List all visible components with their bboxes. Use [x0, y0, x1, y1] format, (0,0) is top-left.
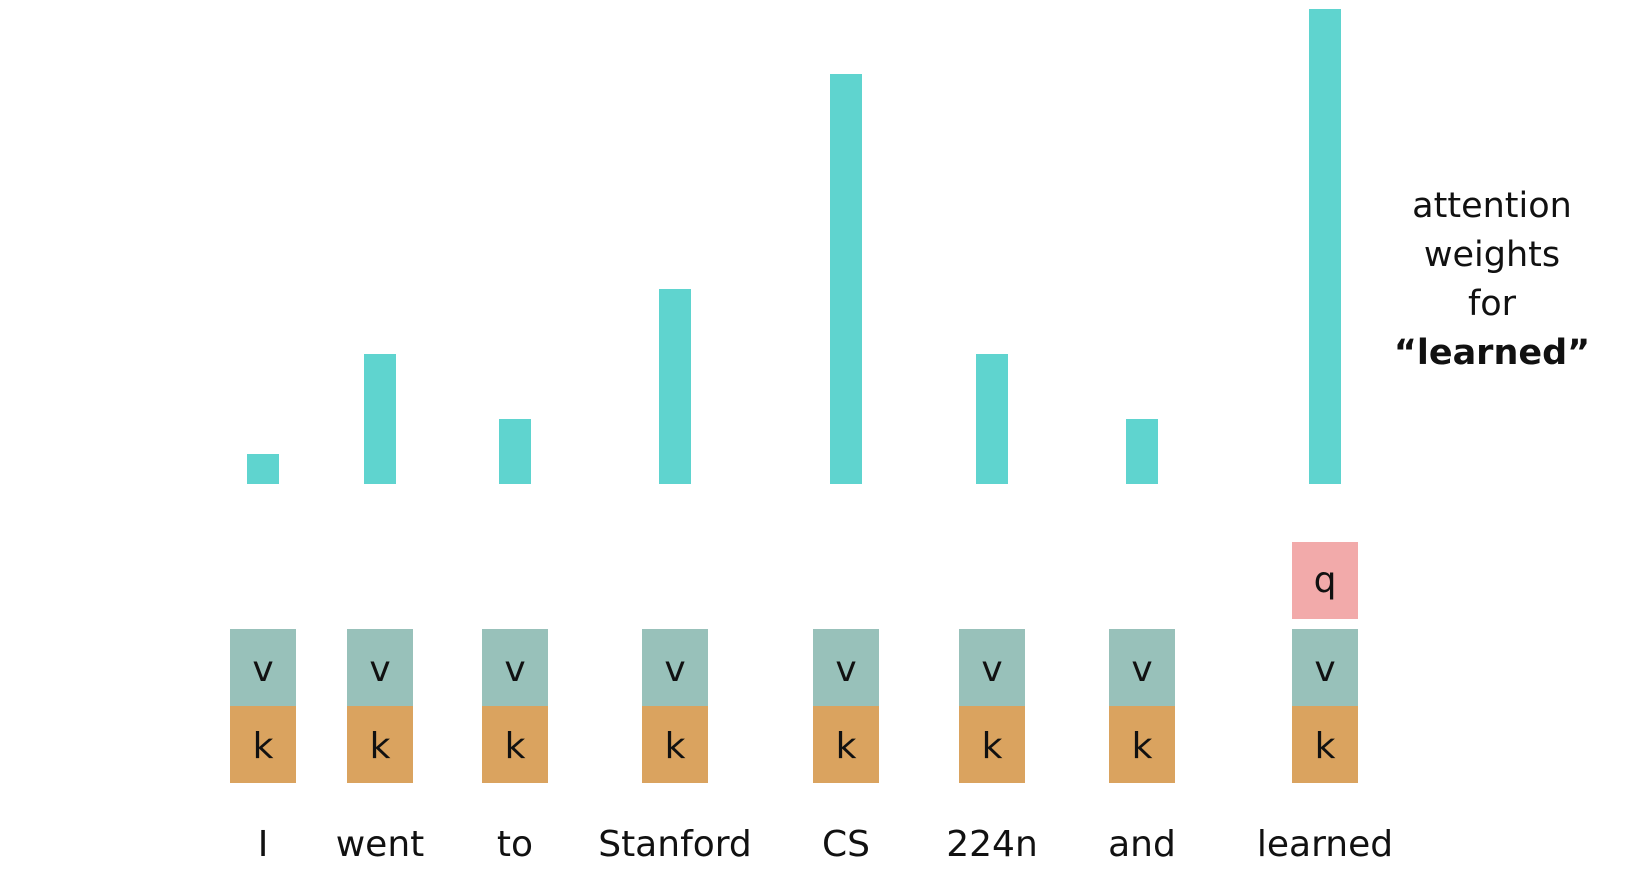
token-label: I	[258, 824, 269, 865]
attention-bar	[976, 354, 1008, 484]
value-box	[482, 629, 548, 706]
attention-bar	[364, 354, 396, 484]
key-box	[642, 706, 708, 783]
key-box-label: k	[370, 726, 391, 767]
annotation-line-learned: “learned”	[1394, 333, 1590, 373]
key-box-label: k	[1315, 726, 1336, 767]
key-box	[230, 706, 296, 783]
attention-bar	[1309, 9, 1341, 484]
token-label: and	[1108, 824, 1176, 865]
attention-bar	[830, 74, 862, 484]
annotation-line-weights: weights	[1424, 235, 1560, 275]
value-box-label: v	[664, 649, 685, 690]
value-box-label: v	[981, 649, 1002, 690]
value-box	[1292, 629, 1358, 706]
annotation-line-for: for	[1468, 284, 1517, 324]
value-box	[1109, 629, 1175, 706]
value-box-label: v	[835, 649, 856, 690]
value-box	[813, 629, 879, 706]
attention-bars	[247, 9, 1341, 484]
key-box-label: k	[505, 726, 526, 767]
value-box-label: v	[1314, 649, 1335, 690]
attention-bar	[1126, 419, 1158, 484]
query-box-group: q	[1292, 542, 1358, 619]
value-box	[642, 629, 708, 706]
key-box-label: k	[665, 726, 686, 767]
attention-bar	[499, 419, 531, 484]
key-box-label: k	[253, 726, 274, 767]
annotation-line-attention: attention	[1412, 186, 1572, 226]
value-box-label: v	[504, 649, 525, 690]
key-box	[347, 706, 413, 783]
token-label: to	[497, 824, 533, 865]
token-label: learned	[1257, 824, 1393, 865]
token-label: went	[336, 824, 425, 865]
token-label: 224n	[946, 824, 1038, 865]
value-box	[347, 629, 413, 706]
key-box	[1292, 706, 1358, 783]
query-box-label: q	[1314, 560, 1337, 601]
value-box-label: v	[369, 649, 390, 690]
key-box	[813, 706, 879, 783]
value-box	[959, 629, 1025, 706]
key-box	[1109, 706, 1175, 783]
key-box	[482, 706, 548, 783]
key-box-label: k	[1132, 726, 1153, 767]
token-label: CS	[822, 824, 870, 865]
key-box-label: k	[836, 726, 857, 767]
key-box	[959, 706, 1025, 783]
token-columns: vkIvkwentvktovkStanfordvkCSvk224nvkandvk…	[230, 629, 1393, 865]
value-box-label: v	[252, 649, 273, 690]
key-box-label: k	[982, 726, 1003, 767]
attention-bar	[659, 289, 691, 484]
value-box	[230, 629, 296, 706]
query-box	[1292, 542, 1358, 619]
value-box-label: v	[1131, 649, 1152, 690]
attention-bar	[247, 454, 279, 484]
token-label: Stanford	[598, 824, 752, 865]
